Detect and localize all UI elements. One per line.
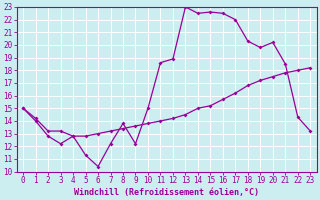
X-axis label: Windchill (Refroidissement éolien,°C): Windchill (Refroidissement éolien,°C) — [74, 188, 259, 197]
